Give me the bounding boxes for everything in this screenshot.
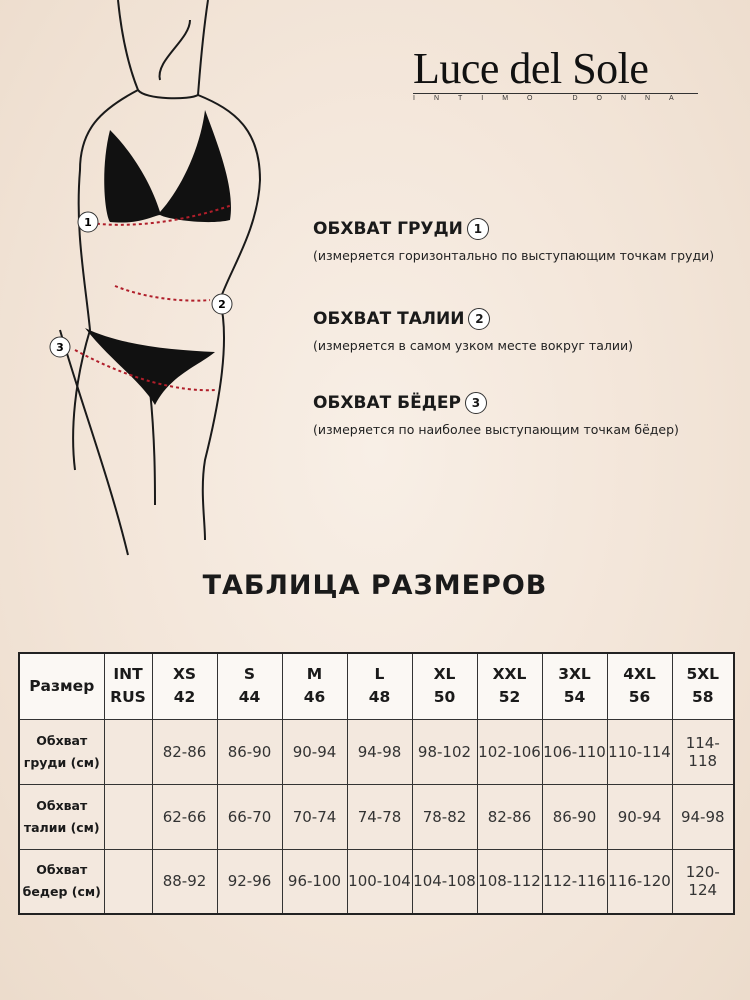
rus-size: 48 [368, 688, 391, 707]
table-row: Обхват груди (см) 82-86 86-90 90-94 94-98 98-1… [18, 718, 735, 785]
measure-title: ОБХВАТ ТАЛИИ [313, 309, 465, 329]
rus-size: 58 [691, 688, 714, 707]
int-size: L [374, 665, 385, 684]
empty-cell [103, 718, 153, 785]
int-size: M [306, 665, 323, 684]
header-size: XL 50 [411, 652, 478, 720]
empty-cell [103, 848, 153, 915]
table-row: Обхват талии (см) 62-66 66-70 70-74 74-78 78-8… [18, 783, 735, 850]
int-size: XXL [492, 665, 527, 684]
header-size: L 48 [346, 652, 413, 720]
number-badge: 3 [464, 392, 487, 414]
table-cell: 112-116 [541, 848, 608, 915]
rus-size: 50 [433, 688, 456, 707]
table-cell: 106-110 [541, 718, 608, 785]
row-label-line: Обхват [36, 797, 88, 813]
table-cell: 90-94 [281, 718, 348, 785]
int-size: S [243, 665, 256, 684]
table-cell: 110-114 [606, 718, 673, 785]
table-cell: 74-78 [346, 783, 413, 850]
svg-text:2: 2 [218, 298, 226, 311]
table-cell: 82-86 [476, 783, 543, 850]
row-label: Обхват груди (см) [18, 718, 105, 785]
table-cell: 96-100 [281, 848, 348, 915]
empty-cell [103, 783, 153, 850]
table-cell: 108-112 [476, 848, 543, 915]
body-figure-illustration: 1 2 3 [49, 0, 262, 556]
table-cell: 86-90 [541, 783, 608, 850]
row-label-line: бедер (см) [22, 884, 101, 900]
table-cell: 98-102 [411, 718, 478, 785]
table-cell: 66-70 [216, 783, 283, 850]
int-size: XL [433, 665, 456, 684]
rus-size: 42 [173, 688, 196, 707]
table-cell: 116-120 [606, 848, 673, 915]
number-badge: 1 [466, 218, 489, 240]
header-size: M 46 [281, 652, 348, 720]
bra [104, 110, 231, 223]
measure-description: (измеряется по наиболее выступающим точк… [313, 422, 679, 437]
header-size: XXL 52 [476, 652, 543, 720]
table-cell: 94-98 [671, 783, 735, 850]
table-cell: 86-90 [216, 718, 283, 785]
header-size: 5XL 58 [671, 652, 735, 720]
row-label-line: Обхват [36, 862, 88, 878]
measure-description: (измеряется горизонтально по выступающим… [313, 248, 715, 263]
measure-bust: ОБХВАТ ГРУДИ 1 (измеряется горизонтально… [313, 218, 714, 263]
briefs [85, 328, 215, 405]
table-cell: 88-92 [151, 848, 218, 915]
table-cell: 102-106 [476, 718, 543, 785]
brand-tagline: INTIMO DONNA [413, 95, 693, 102]
brand-logo: Luce del Sole INTIMO DONNA [413, 46, 698, 102]
rus-label: RUS [110, 688, 146, 707]
row-label: Обхват бедер (см) [18, 848, 105, 915]
svg-text:1: 1 [84, 216, 92, 229]
table-cell: 92-96 [216, 848, 283, 915]
header-size: 3XL 54 [541, 652, 608, 720]
measure-description: (измеряется в самом узком месте вокруг т… [313, 338, 633, 353]
int-size: XS [172, 665, 197, 684]
table-cell: 70-74 [281, 783, 348, 850]
header-corner: Размер [18, 652, 105, 720]
rus-size: 56 [628, 688, 651, 707]
rus-size: 54 [563, 688, 586, 707]
header-size: XS 42 [151, 652, 218, 720]
header-size: S 44 [216, 652, 283, 720]
header-system: INT RUS [103, 652, 153, 720]
table-header-row: Размер INT RUS XS 42 S 44 M 46 L 48 XL 50 XXL 5… [18, 652, 735, 720]
svg-text:3: 3 [56, 341, 64, 354]
table-cell: 104-108 [411, 848, 478, 915]
row-label: Обхват талии (см) [18, 783, 105, 850]
table-cell: 90-94 [606, 783, 673, 850]
table-cell: 78-82 [411, 783, 478, 850]
table-title: ТАБЛИЦА РАЗМЕРОВ [202, 570, 548, 601]
int-label: INT [113, 665, 143, 684]
logo-divider [413, 93, 698, 94]
int-size: 5XL [686, 665, 720, 684]
int-size: 4XL [623, 665, 656, 684]
measure-waist: ОБХВАТ ТАЛИИ 2 (измеряется в самом узком … [313, 308, 633, 353]
measure-title: ОБХВАТ БЁДЕР [313, 393, 461, 413]
rus-size: 46 [303, 688, 326, 707]
int-size: 3XL [558, 665, 591, 684]
header-size: 4XL 56 [606, 652, 673, 720]
table-cell: 114-118 [671, 718, 735, 785]
rus-size: 52 [498, 688, 521, 707]
brand-name: Luce del Sole [413, 44, 649, 93]
row-label-line: Обхват [36, 732, 88, 748]
table-row: Обхват бедер (см) 88-92 92-96 96-100 100-104 1… [18, 848, 735, 915]
table-cell: 100-104 [346, 848, 413, 915]
measure-hips: ОБХВАТ БЁДЕР 3 (измеряется по наиболее в… [313, 392, 679, 437]
row-label-line: груди (см) [23, 754, 100, 770]
measure-title: ОБХВАТ ГРУДИ [313, 219, 463, 239]
number-badge: 2 [468, 308, 491, 330]
size-table: Размер INT RUS XS 42 S 44 M 46 L 48 XL 50 XXL 5… [18, 652, 735, 915]
table-cell: 82-86 [151, 718, 218, 785]
table-cell: 120-124 [671, 848, 735, 915]
row-label-line: талии (см) [23, 819, 100, 835]
table-cell: 94-98 [346, 718, 413, 785]
table-cell: 62-66 [151, 783, 218, 850]
rus-size: 44 [238, 688, 261, 707]
